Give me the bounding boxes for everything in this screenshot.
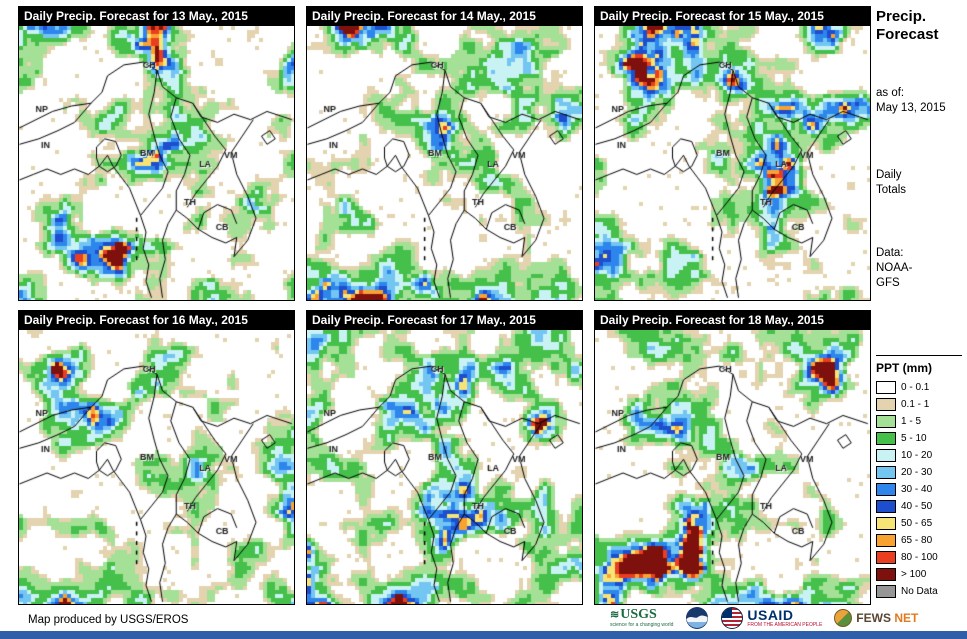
as-of-label: as of: [876, 87, 905, 99]
legend-row: 65 - 80 [876, 534, 965, 547]
precip-map [306, 330, 583, 605]
panel-title: Daily Precip. Forecast for 16 May., 2015 [18, 310, 295, 330]
legend-swatch [876, 534, 896, 547]
forecast-row-2: Daily Precip. Forecast for 16 May., 2015… [18, 310, 871, 605]
data-source-block: Data: NOAA- GFS [876, 246, 965, 291]
sidebar: Precip. Forecast as of: May 13, 2015 Dai… [876, 8, 965, 602]
legend-label: 30 - 40 [901, 484, 933, 495]
as-of-block: as of: May 13, 2015 [876, 86, 965, 116]
legend-label: 0 - 0.1 [901, 382, 930, 393]
precip-map [18, 26, 295, 301]
fewsnet-name-fews: FEWS [856, 611, 891, 625]
usgs-waves-icon: ≋ [610, 609, 620, 621]
legend-label: 5 - 10 [901, 433, 927, 444]
fewsnet-logo: FEWS NET [834, 609, 918, 627]
legend-row: 80 - 100 [876, 551, 965, 564]
precip-map [594, 330, 871, 605]
legend-row: 50 - 65 [876, 517, 965, 530]
panel-title: Daily Precip. Forecast for 15 May., 2015 [594, 6, 871, 26]
legend-row: 40 - 50 [876, 500, 965, 513]
precip-map [594, 26, 871, 301]
legend-swatch [876, 466, 896, 479]
legend-swatch [876, 585, 896, 598]
legend-row: 5 - 10 [876, 432, 965, 445]
legend-label: 10 - 20 [901, 450, 933, 461]
legend-label: No Data [901, 586, 938, 597]
logo-strip: ≋USGS science for a changing world USAID… [610, 605, 918, 631]
legend-row: 10 - 20 [876, 449, 965, 462]
forecast-grid: Daily Precip. Forecast for 13 May., 2015… [18, 6, 871, 614]
panel-may18: Daily Precip. Forecast for 18 May., 2015 [594, 310, 871, 605]
fewsnet-wordmark: FEWS NET [856, 612, 918, 624]
legend-divider [876, 355, 962, 356]
panel-may16: Daily Precip. Forecast for 16 May., 2015 [18, 310, 295, 605]
data-source-label: Data: [876, 247, 904, 259]
panel-title: Daily Precip. Forecast for 17 May., 2015 [306, 310, 583, 330]
precip-map [306, 26, 583, 301]
legend-swatch [876, 483, 896, 496]
legend-label: 1 - 5 [901, 416, 922, 427]
legend-title: PPT (mm) [876, 361, 933, 375]
usgs-name: USGS [620, 607, 657, 622]
forecast-row-1: Daily Precip. Forecast for 13 May., 2015… [18, 6, 871, 301]
sidebar-title: Precip. Forecast [876, 8, 965, 44]
legend-list: 0 - 0.1 0.1 - 1 1 - 5 5 - 10 10 - 20 20 - 30 3… [876, 381, 965, 598]
legend-row: 1 - 5 [876, 415, 965, 428]
precip-map [18, 330, 295, 605]
usaid-logo: USAID FROM THE AMERICAN PEOPLE [721, 607, 822, 629]
legend-swatch [876, 449, 896, 462]
data-source-line1: NOAA- [876, 262, 913, 274]
legend-row: 0 - 0.1 [876, 381, 965, 394]
legend-row: 20 - 30 [876, 466, 965, 479]
legend-label: 65 - 80 [901, 535, 933, 546]
panel-title: Daily Precip. Forecast for 13 May., 2015 [18, 6, 295, 26]
panel-may17: Daily Precip. Forecast for 17 May., 2015 [306, 310, 583, 605]
legend-label: 50 - 65 [901, 518, 933, 529]
panel-may13: Daily Precip. Forecast for 13 May., 2015 [18, 6, 295, 301]
legend-swatch [876, 432, 896, 445]
legend-label: 20 - 30 [901, 467, 933, 478]
totals-block: Daily Totals [876, 168, 965, 198]
usgs-wordmark: ≋USGS [610, 608, 657, 622]
legend-swatch [876, 415, 896, 428]
legend-swatch [876, 398, 896, 411]
usaid-wordmark: USAID FROM THE AMERICAN PEOPLE [747, 606, 823, 628]
sidebar-title-line2: Forecast [876, 26, 939, 43]
as-of-date: May 13, 2015 [876, 102, 946, 114]
legend-row: > 100 [876, 568, 965, 581]
legend-swatch [876, 551, 896, 564]
legend-swatch [876, 381, 896, 394]
legend-label: > 100 [901, 569, 927, 580]
noaa-logo [685, 606, 709, 630]
legend-swatch [876, 517, 896, 530]
legend-row: 0.1 - 1 [876, 398, 965, 411]
legend-row: No Data [876, 585, 965, 598]
usgs-logo: ≋USGS science for a changing world [610, 608, 674, 629]
data-source-line2: GFS [876, 277, 900, 289]
legend-swatch [876, 568, 896, 581]
sidebar-title-line1: Precip. [876, 8, 927, 25]
fewsnet-name-net: NET [894, 611, 919, 625]
legend-swatch [876, 500, 896, 513]
legend-label: 0.1 - 1 [901, 399, 930, 410]
usgs-tagline: science for a changing world [610, 622, 674, 628]
noaa-seal-icon [686, 607, 709, 629]
usaid-seal-icon [721, 607, 744, 629]
totals-line2: Totals [876, 184, 907, 196]
usaid-tagline: FROM THE AMERICAN PEOPLE [747, 621, 823, 628]
legend-row: 30 - 40 [876, 483, 965, 496]
panel-title: Daily Precip. Forecast for 18 May., 2015 [594, 310, 871, 330]
totals-line1: Daily [876, 169, 902, 181]
panel-may14: Daily Precip. Forecast for 14 May., 2015 [306, 6, 583, 301]
map-credit: Map produced by USGS/EROS [28, 614, 189, 626]
usaid-name: USAID [747, 606, 794, 623]
fewsnet-globe-icon [834, 609, 853, 627]
bottom-accent-bar [0, 631, 967, 639]
legend-label: 80 - 100 [901, 552, 938, 563]
legend-label: 40 - 50 [901, 501, 933, 512]
panel-may15: Daily Precip. Forecast for 15 May., 2015 [594, 6, 871, 301]
panel-title: Daily Precip. Forecast for 14 May., 2015 [306, 6, 583, 26]
